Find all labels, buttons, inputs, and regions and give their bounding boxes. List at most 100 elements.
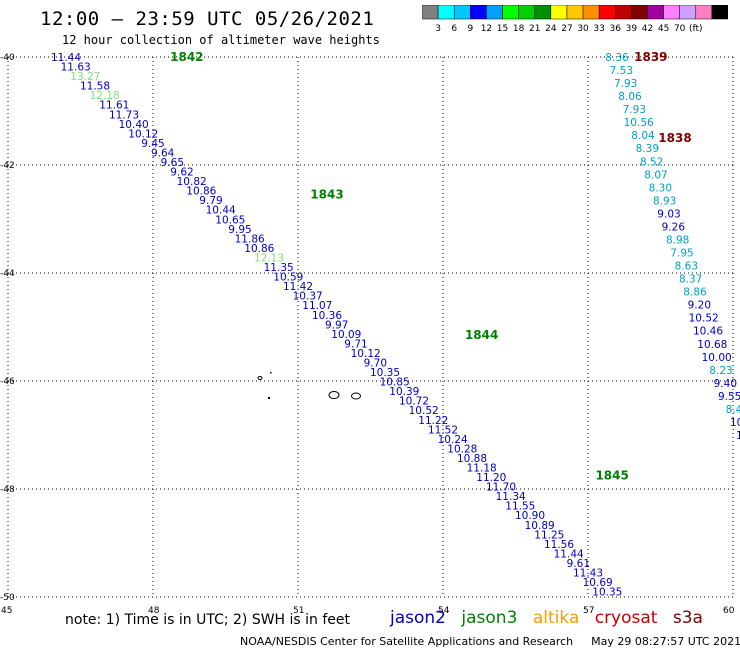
pass-number-label: 1838 (658, 131, 691, 145)
wave-height-value: 10.24 (438, 434, 468, 446)
wave-height-value: 9.61 (567, 558, 590, 570)
wave-height-value: 10.52 (409, 405, 439, 417)
wave-height-value: 9.55 (718, 391, 740, 403)
pass-labels: 1842 1843 1844 1845 1839 1838 (170, 50, 692, 483)
island (351, 392, 361, 400)
wave-height-value: 13.27 (70, 71, 100, 83)
wave-height-value: 11 (736, 430, 740, 442)
scale-swatch (711, 5, 728, 20)
wave-height-value: 10.68 (697, 339, 727, 351)
scale-label: 45 (658, 24, 669, 34)
legend-s3a: s3a (672, 608, 703, 628)
wave-height-color-scale: 3 6 9 12 15 18 21 24 27 30 33 36 39 42 45 70 (ft) (422, 5, 728, 34)
scale-label: 9 (467, 24, 473, 34)
island (328, 391, 340, 399)
wave-height-value: 11.44 (554, 548, 584, 560)
scale-swatch (502, 5, 519, 20)
lat-tick-label: -50 (0, 593, 15, 603)
wave-height-value: 11.56 (544, 539, 574, 551)
wave-height-value: 11.63 (61, 62, 91, 74)
scale-swatch (486, 5, 503, 20)
island-outlines (257, 372, 361, 400)
scale-label: 30 (577, 24, 589, 34)
wave-height-value: 8.36 (605, 52, 629, 64)
wave-height-value: 11.22 (418, 415, 448, 427)
wave-height-value: 10.89 (525, 520, 555, 532)
lon-tick-label: 54 (438, 606, 450, 616)
scale-label: 70 (674, 24, 686, 34)
wave-height-value: 10.37 (293, 291, 323, 303)
wave-height-value: 10.00 (702, 352, 732, 364)
pass-number-label: 1845 (595, 469, 628, 483)
scale-label: 24 (545, 24, 557, 34)
scale-label: 15 (497, 24, 508, 34)
wave-height-value: 9.40 (714, 378, 737, 390)
wave-height-value: 10.90 (515, 510, 545, 522)
wave-height-value: 7.53 (610, 65, 633, 77)
scale-label: (ft) (689, 24, 703, 34)
wave-height-value: 8.23 (709, 365, 732, 377)
pass-number-label: 1843 (310, 188, 343, 202)
island (270, 372, 272, 374)
lat-tick-label: -46 (0, 377, 15, 387)
wave-height-value: 8.86 (683, 287, 707, 299)
wave-height-value: 9.03 (657, 208, 680, 220)
wave-height-value: 9.95 (228, 224, 251, 236)
wave-height-value: 8.52 (640, 156, 663, 168)
wave-height-value: 11.07 (302, 300, 332, 312)
lat-tick-label: -48 (0, 485, 15, 495)
wave-height-value: 8.39 (636, 143, 659, 155)
legend-jason3: jason3 (461, 608, 518, 628)
wave-height-value: 11.73 (109, 109, 139, 121)
wave-height-value: 8.30 (649, 182, 672, 194)
wave-height-value: 7.93 (614, 78, 637, 90)
wave-height-value: 7.93 (623, 104, 646, 116)
wave-height-value: 10.56 (624, 117, 654, 129)
wave-height-value: 10.65 (215, 214, 245, 226)
wave-height-value: 8.04 (631, 130, 655, 142)
wave-height-value: 11.43 (573, 568, 603, 580)
wave-height-value: 11.55 (505, 501, 535, 513)
wave-height-value: 11.58 (80, 81, 110, 93)
scale-label: 27 (561, 24, 572, 34)
wave-height-value: 10.82 (177, 176, 207, 188)
pass-number-label: 1842 (170, 50, 203, 64)
footnote: note: 1) Time is in UTC; 2) SWH is in fe… (65, 612, 351, 628)
wave-height-value: 10.12 (351, 348, 381, 360)
scale-swatch (679, 5, 697, 20)
lat-tick-label: -40 (0, 53, 15, 63)
credit-text: NOAA/NESDIS Center for Satellite Applica… (240, 635, 574, 648)
axis-labels: -40 -42 -44 -46 -48 -50 45 48 51 54 57 60 (0, 53, 735, 616)
wave-height-value: 11.25 (534, 529, 564, 541)
wave-height-value: 10.35 (592, 587, 622, 599)
wave-height-value: 11.42 (283, 281, 313, 293)
credit-line: NOAA/NESDIS Center for Satellite Applica… (240, 635, 740, 648)
scale-swatch (550, 5, 568, 20)
wave-height-value: 10.46 (693, 326, 723, 338)
wave-height-value: 9.97 (325, 319, 348, 331)
wave-height-value: 10. (730, 417, 740, 429)
scale-label: 36 (610, 24, 622, 34)
wave-height-value: 10.72 (399, 396, 429, 408)
wave-height-value: 10.86 (186, 186, 216, 198)
wave-height-value: 10.40 (119, 119, 149, 131)
wave-height-value: 10.69 (583, 577, 613, 589)
legend-cryosat: cryosat (594, 608, 658, 628)
wave-height-value: 10.35 (370, 367, 400, 379)
wave-height-value: 12.18 (90, 90, 120, 102)
wave-height-value: 9.79 (199, 195, 222, 207)
wave-height-value: 11.86 (235, 233, 265, 245)
wave-height-value: 9.64 (151, 147, 175, 159)
timestamp: May 29 08:27:57 UTC 2021 (591, 635, 740, 648)
scale-label: 42 (642, 24, 653, 34)
wave-height-value: 11.20 (476, 472, 506, 484)
scale-swatch (582, 5, 600, 20)
wave-height-value: 9.26 (662, 221, 686, 233)
lon-tick-label: 57 (583, 606, 594, 616)
wave-height-value: 11.70 (486, 482, 516, 494)
scale-label: 6 (451, 24, 457, 34)
wave-height-value: 7.95 (670, 248, 693, 260)
wave-height-value: 8.07 (644, 169, 667, 181)
scale-swatch (534, 5, 552, 20)
